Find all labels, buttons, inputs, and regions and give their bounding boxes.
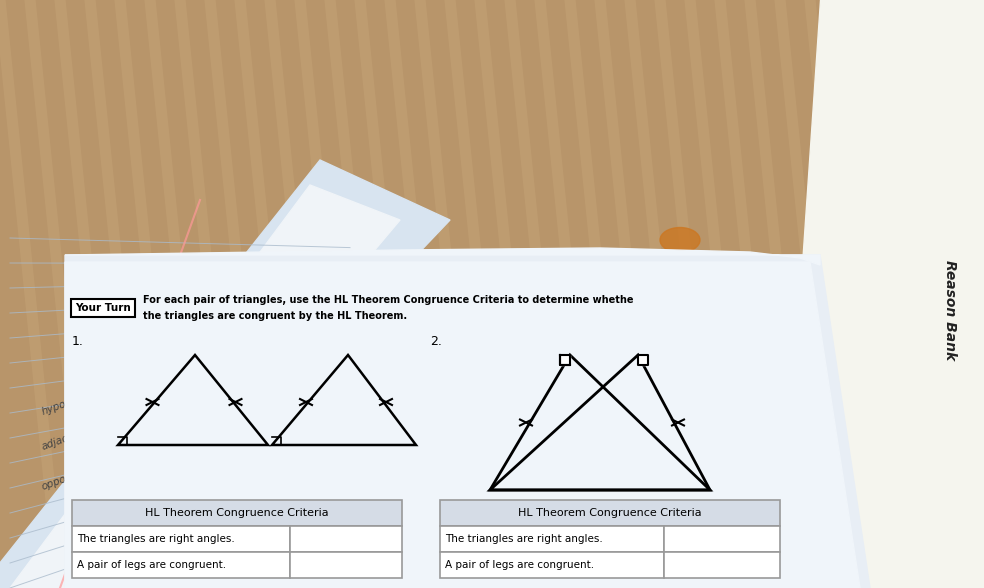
- Bar: [962, 0, 984, 588]
- Text: The triangles are right angles.: The triangles are right angles.: [77, 534, 235, 544]
- FancyBboxPatch shape: [72, 526, 290, 552]
- Polygon shape: [65, 262, 860, 588]
- Polygon shape: [65, 255, 870, 588]
- Text: A pair of legs are congruent.: A pair of legs are congruent.: [445, 560, 594, 570]
- FancyBboxPatch shape: [72, 552, 290, 578]
- FancyBboxPatch shape: [440, 526, 664, 552]
- Text: HL Theorem Congruence Criteria: HL Theorem Congruence Criteria: [146, 508, 329, 518]
- FancyBboxPatch shape: [290, 552, 402, 578]
- FancyBboxPatch shape: [290, 526, 402, 552]
- Text: A pair of legs are congruent.: A pair of legs are congruent.: [77, 560, 226, 570]
- Text: the triangles are congruent by the HL Theorem.: the triangles are congruent by the HL Th…: [143, 311, 407, 321]
- Polygon shape: [560, 355, 570, 365]
- FancyBboxPatch shape: [664, 552, 780, 578]
- Text: hypotenuse: hypotenuse: [40, 387, 101, 417]
- Text: 5 b c: 5 b c: [120, 467, 147, 482]
- FancyBboxPatch shape: [664, 526, 780, 552]
- Polygon shape: [780, 0, 984, 588]
- FancyBboxPatch shape: [440, 552, 664, 578]
- Text: HL Theorem Congruence Criteria: HL Theorem Congruence Criteria: [519, 508, 702, 518]
- Text: Your Turn: Your Turn: [75, 303, 131, 313]
- Text: 2.: 2.: [430, 335, 442, 348]
- Text: Reason Bank: Reason Bank: [943, 260, 957, 360]
- Polygon shape: [65, 248, 820, 265]
- FancyBboxPatch shape: [71, 299, 135, 317]
- Text: 1.: 1.: [72, 335, 84, 348]
- Text: The triangles are right angles.: The triangles are right angles.: [445, 534, 603, 544]
- Ellipse shape: [660, 228, 700, 252]
- Polygon shape: [638, 355, 648, 365]
- Polygon shape: [0, 160, 450, 588]
- FancyBboxPatch shape: [440, 500, 780, 526]
- Text: For each pair of triangles, use the HL Theorem Congruence Criteria to determine : For each pair of triangles, use the HL T…: [143, 295, 634, 305]
- FancyBboxPatch shape: [72, 500, 402, 526]
- Text: opposite: opposite: [40, 467, 86, 492]
- Polygon shape: [10, 185, 400, 588]
- Text: adjacent: adjacent: [40, 427, 86, 452]
- Text: 1 a c: 1 a c: [120, 433, 147, 447]
